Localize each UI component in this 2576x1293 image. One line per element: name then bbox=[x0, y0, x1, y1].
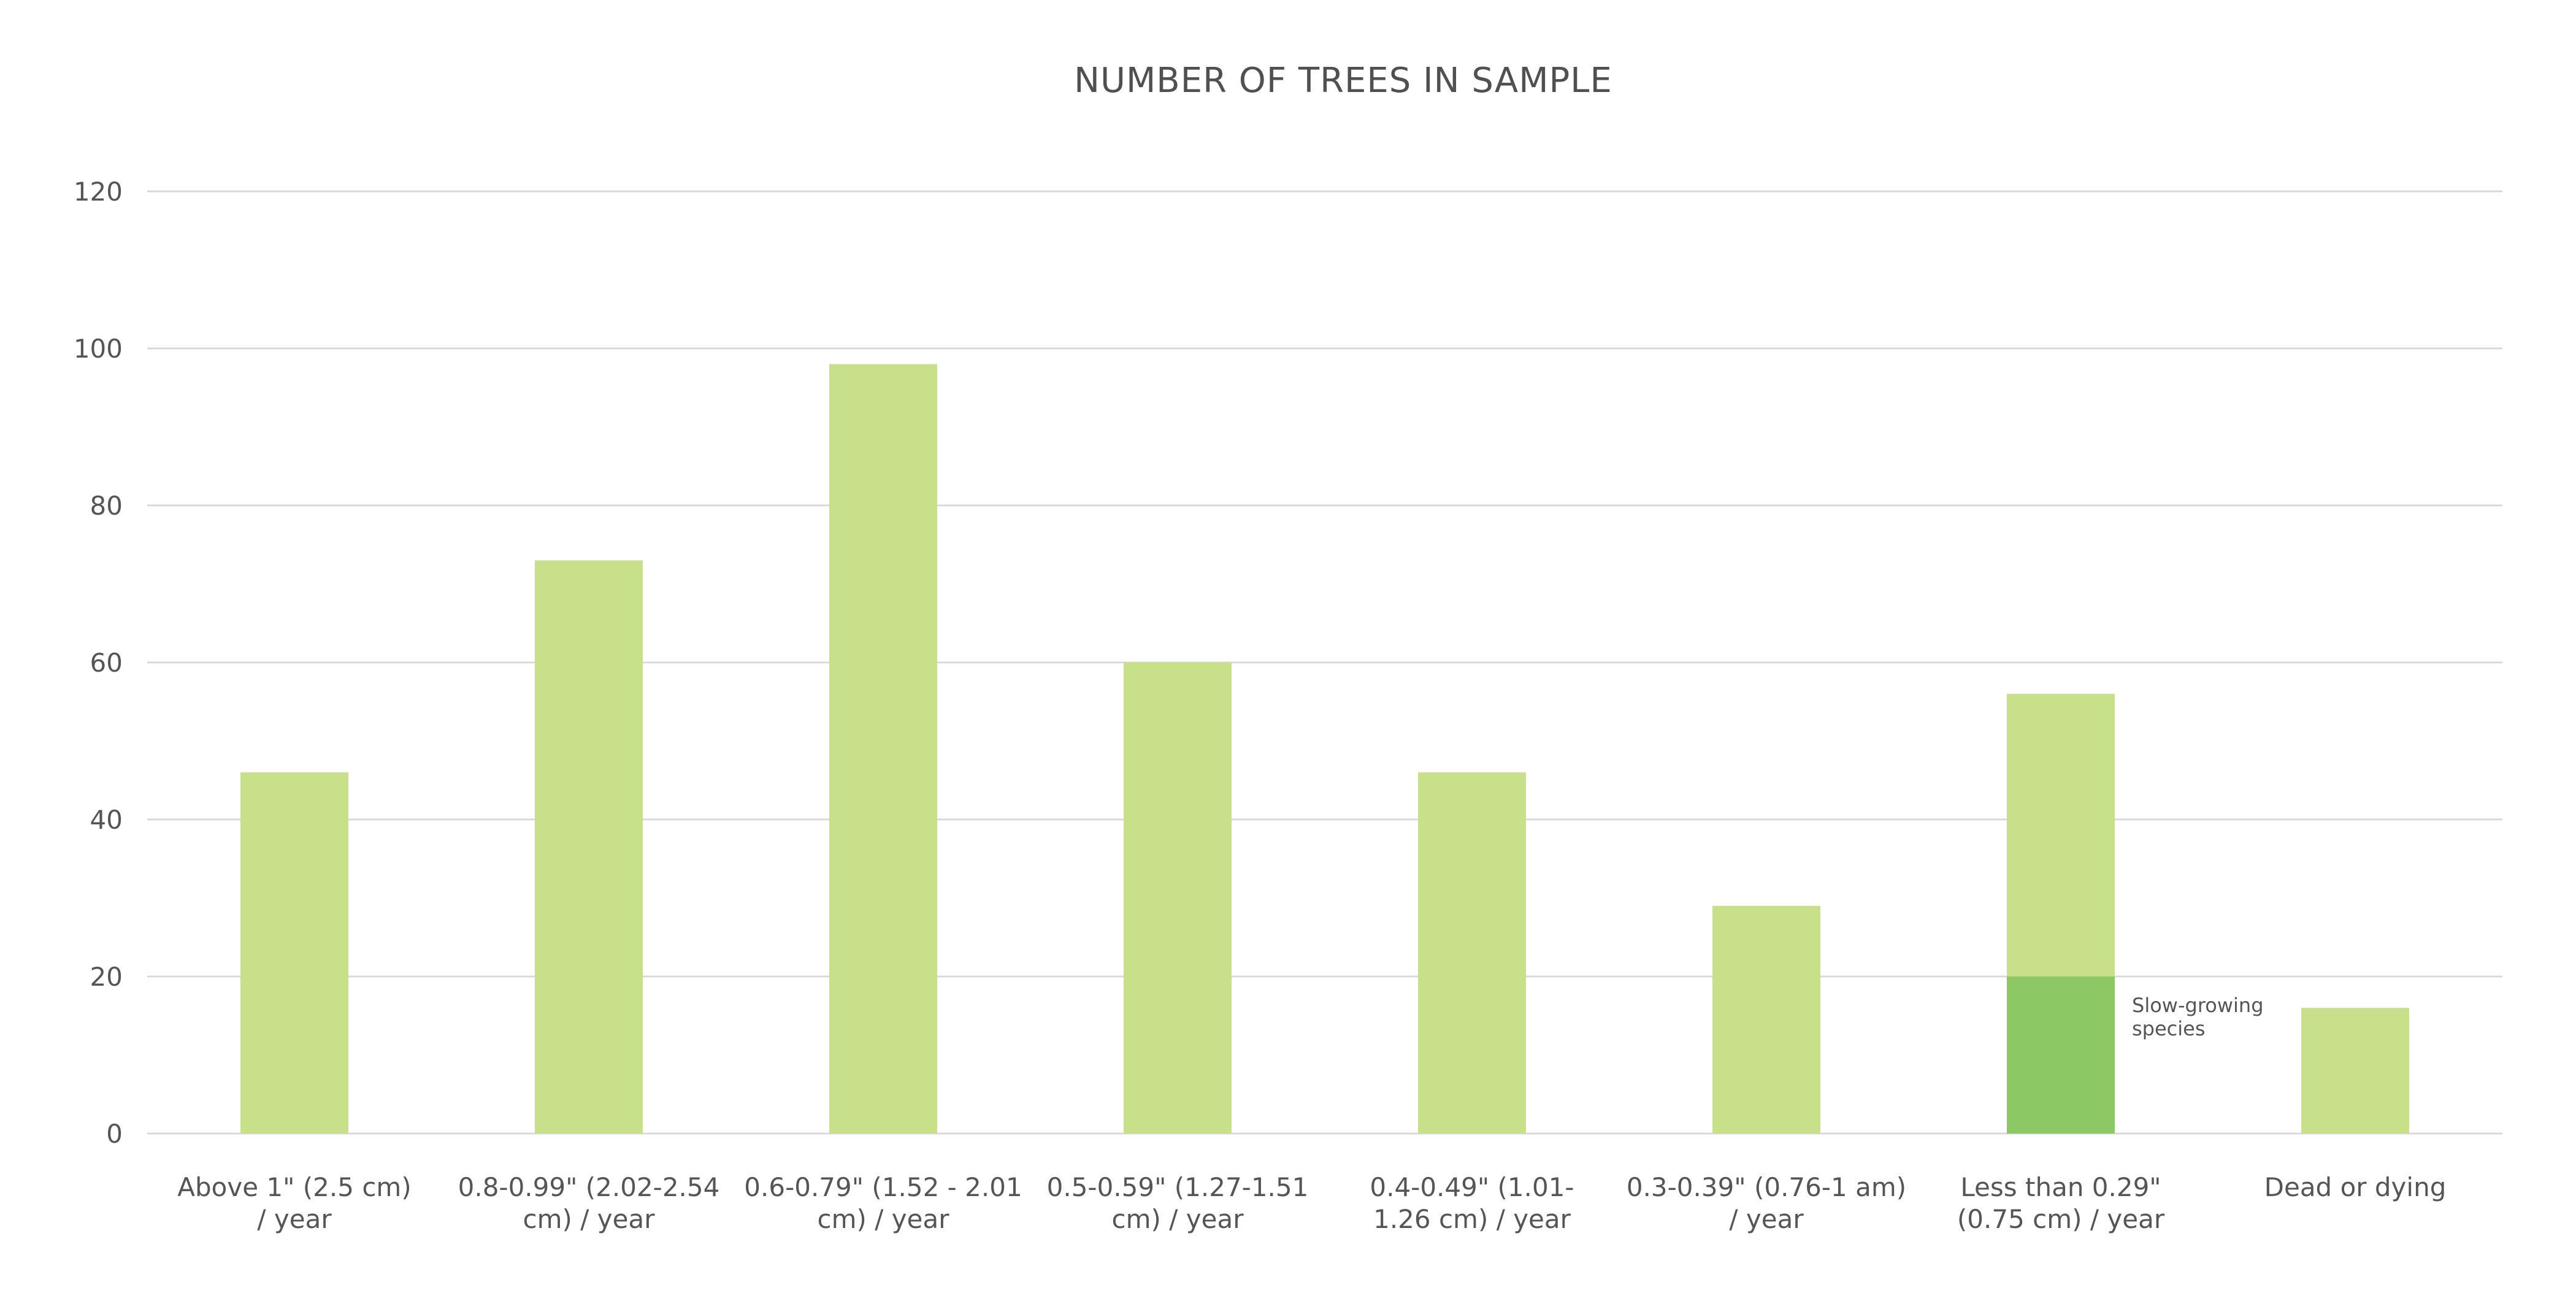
y-tick-label: 80 bbox=[90, 491, 123, 521]
x-tick-label: 0.5-0.59" (1.27-1.51 cm) / year bbox=[1047, 1172, 1309, 1234]
bar bbox=[1124, 662, 1232, 1134]
x-tick-label: Less than 0.29" (0.75 cm) / year bbox=[1957, 1172, 2165, 1234]
x-tick-label: 0.4-0.49" (1.01-1.26 cm) / year bbox=[1370, 1172, 1574, 1234]
x-tick-label: Above 1" (2.5 cm) / year bbox=[177, 1172, 411, 1234]
bar bbox=[1418, 772, 1526, 1134]
bar bbox=[829, 364, 937, 1134]
highlight-annotation: Slow-growing species bbox=[2132, 994, 2264, 1040]
bar bbox=[1712, 905, 1820, 1134]
x-tick-label: 0.3-0.39" (0.76-1 am) / year bbox=[1627, 1172, 1906, 1234]
y-tick-label: 20 bbox=[90, 962, 123, 992]
y-tick-label: 100 bbox=[74, 334, 123, 364]
chart-title: NUMBER OF TREES IN SAMPLE bbox=[1074, 61, 1612, 101]
highlight-segment bbox=[2007, 976, 2115, 1134]
annotations: Slow-growing species bbox=[2132, 994, 2264, 1040]
y-tick-label: 60 bbox=[90, 648, 123, 678]
y-axis-ticks: 0 20 40 60 80 100 120 bbox=[74, 177, 123, 1149]
y-tick-label: 40 bbox=[90, 805, 123, 835]
x-tick-label: 0.6-0.79" (1.52 - 2.01 cm) / year bbox=[744, 1172, 1022, 1234]
y-tick-label: 0 bbox=[106, 1119, 123, 1149]
grid-lines bbox=[147, 190, 2502, 1135]
x-tick-label: Dead or dying bbox=[2264, 1172, 2447, 1202]
x-tick-label: 0.8-0.99" (2.02-2.54 cm) / year bbox=[458, 1172, 720, 1234]
bar bbox=[240, 772, 348, 1134]
y-tick-label: 120 bbox=[74, 177, 123, 207]
bar bbox=[2301, 1008, 2409, 1134]
x-axis-ticks: Above 1" (2.5 cm) / year 0.8-0.99" (2.02-2… bbox=[177, 1172, 2446, 1234]
bars bbox=[240, 364, 2409, 1134]
bar bbox=[535, 560, 643, 1134]
